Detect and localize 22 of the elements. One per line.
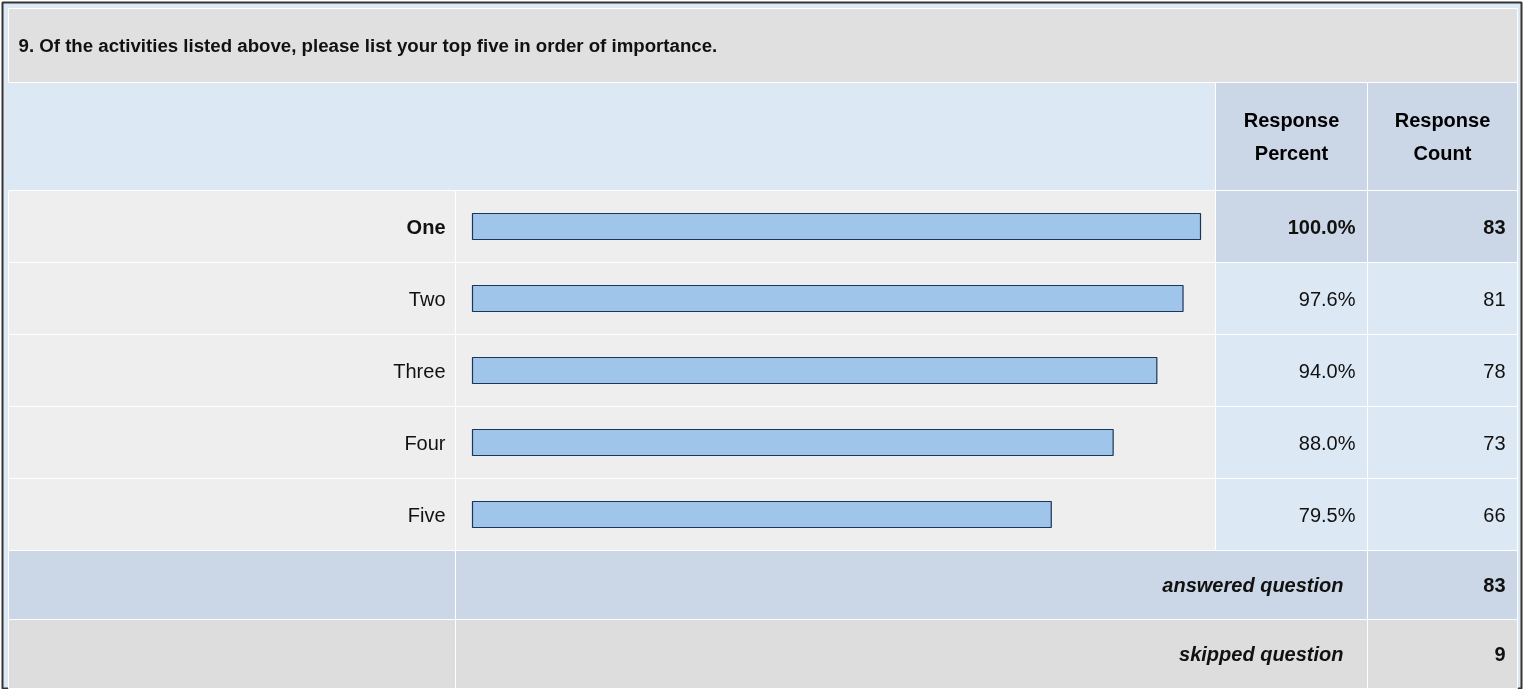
y-tick-label: One	[406, 215, 446, 238]
data-label: 88.0%	[1298, 431, 1356, 454]
text: skipped question	[1179, 643, 1344, 665]
text: answered question	[1162, 574, 1344, 596]
y-tick-label: Three	[393, 359, 446, 382]
text: 78	[1483, 359, 1506, 382]
data-label: 97.6%	[1298, 287, 1356, 310]
text: 83	[1483, 215, 1506, 238]
text: 73	[1483, 431, 1506, 454]
text: 9	[1494, 643, 1506, 665]
data-label: 94.0%	[1298, 359, 1356, 382]
data-label: 79.5%	[1298, 503, 1356, 526]
y-tick-label: Four	[404, 431, 446, 454]
data-label: 100.0%	[1287, 215, 1356, 238]
text: 66	[1483, 503, 1506, 526]
chart-title: 9. Of the activities listed above, please list your top five in order of importance.	[18, 35, 718, 56]
text: Response Count	[1394, 109, 1491, 164]
text: Response Percent	[1243, 109, 1340, 164]
text: 81	[1483, 287, 1506, 310]
y-tick-label: Two	[408, 287, 446, 310]
y-tick-label: Five	[407, 503, 446, 526]
text: 83	[1483, 574, 1506, 596]
